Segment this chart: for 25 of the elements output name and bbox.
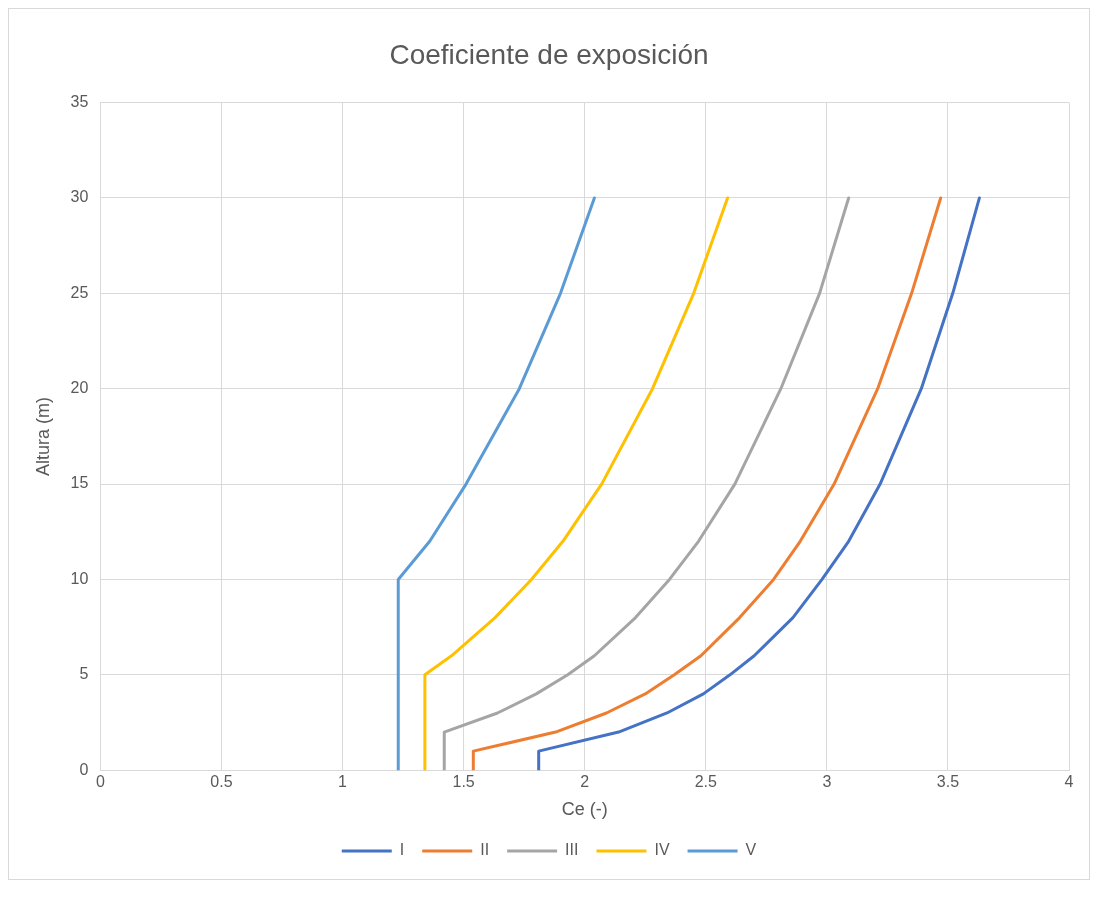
y-tick-label: 10: [70, 569, 89, 587]
x-tick-label: 3.5: [936, 773, 960, 791]
x-tick-label: 1: [338, 773, 348, 791]
x-tick-label: 3: [822, 773, 832, 791]
y-tick-label: 20: [70, 379, 89, 397]
x-tick-label: 0.5: [210, 773, 233, 791]
legend-label: I: [399, 841, 405, 859]
legend-label: II: [480, 841, 490, 859]
legend-label: III: [565, 841, 579, 859]
legend-label: V: [745, 841, 757, 859]
x-tick-label: 2.5: [694, 773, 717, 791]
y-tick-label: 0: [79, 760, 89, 778]
x-tick-label: 0: [95, 773, 105, 791]
x-tick-label: 1.5: [452, 773, 475, 791]
legend-label: IV: [654, 841, 670, 859]
y-tick-label: 25: [70, 283, 89, 301]
y-axis-title: Altura (m): [32, 396, 53, 476]
y-tick-label: 5: [79, 665, 89, 683]
x-tick-label: 4: [1064, 773, 1074, 791]
x-tick-label: 2: [580, 773, 590, 791]
x-axis-title: Ce (-): [561, 799, 608, 820]
y-tick-label: 35: [70, 93, 89, 111]
y-tick-label: 15: [70, 474, 89, 492]
chart-title: Coeficiente de exposición: [389, 38, 709, 70]
y-tick-label: 30: [70, 188, 89, 206]
